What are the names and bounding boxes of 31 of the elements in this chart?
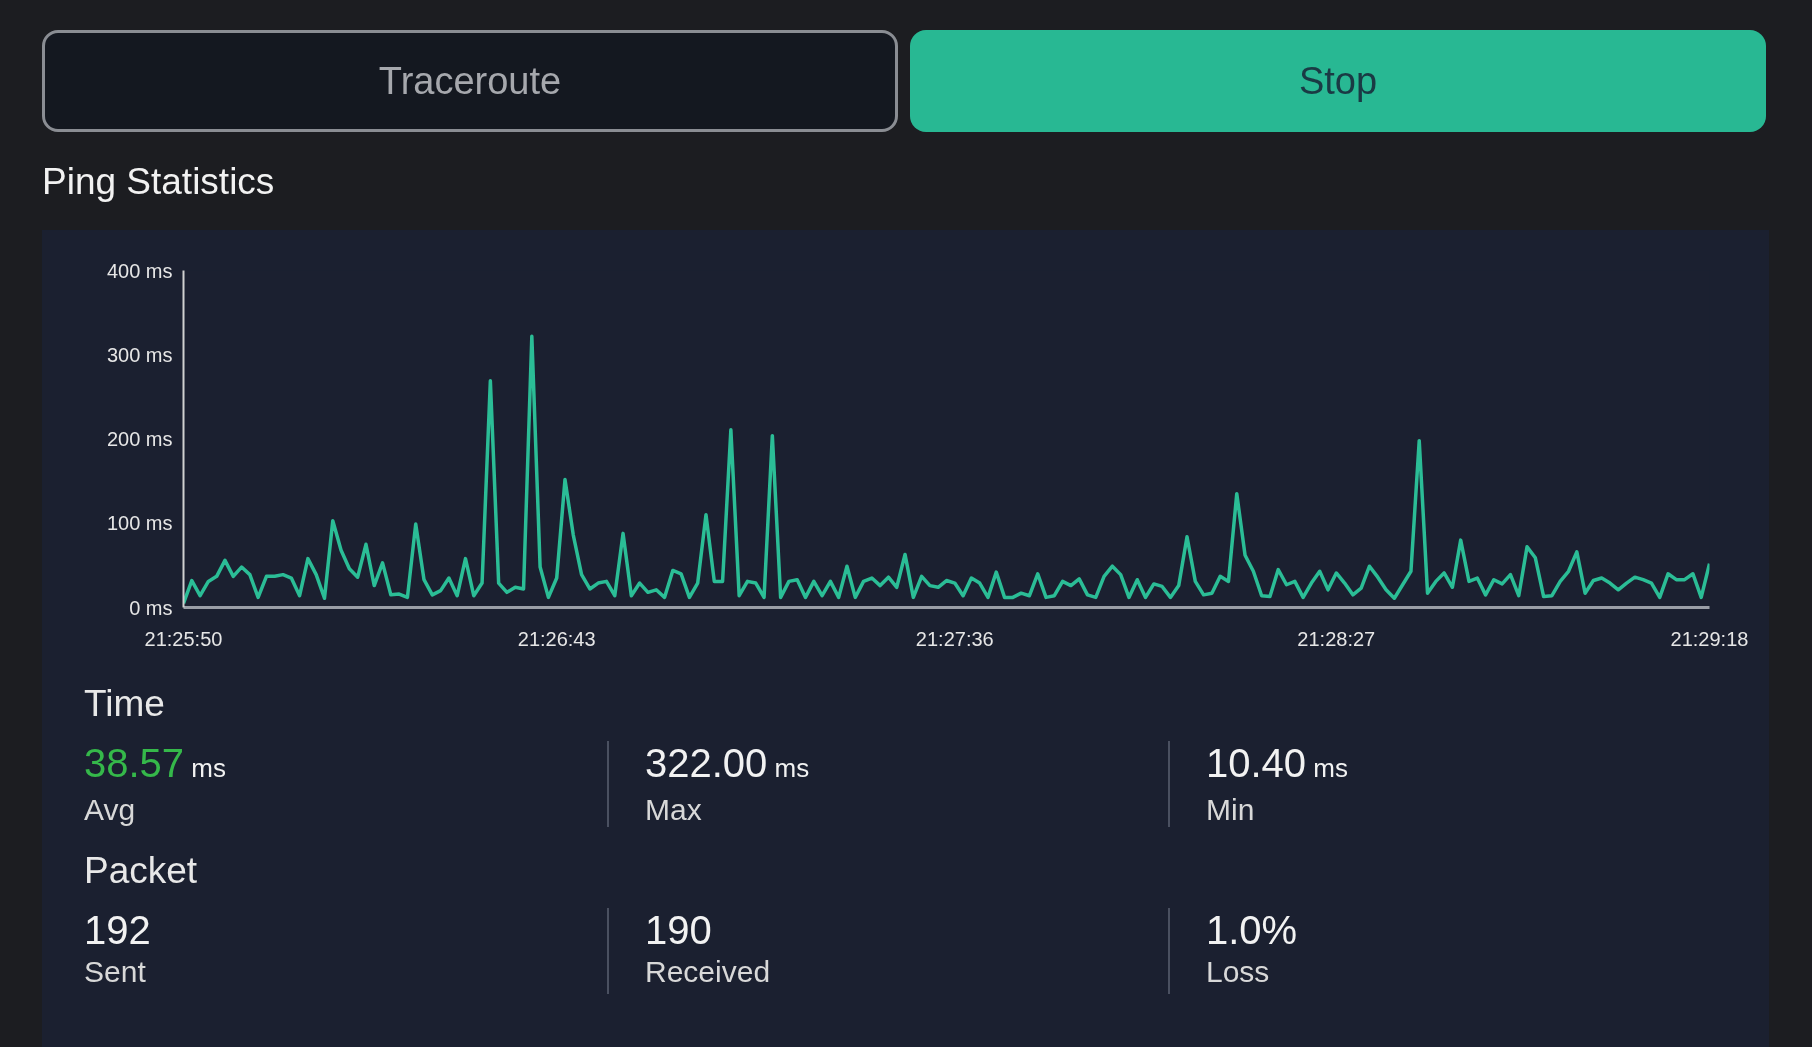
chart-title: Ping Statistics bbox=[42, 160, 275, 204]
text: Received bbox=[645, 953, 772, 990]
text: 192 bbox=[84, 907, 152, 952]
y-tick-label: 400 ms bbox=[106, 259, 173, 282]
text: 322.00 bbox=[645, 740, 768, 785]
text: Traceroute bbox=[42, 30, 898, 132]
text: Max bbox=[645, 791, 703, 828]
text: 10.40 bbox=[1206, 740, 1307, 785]
text: Loss bbox=[1206, 953, 1271, 990]
text: Min bbox=[1206, 791, 1256, 828]
x-tick-label: 21:28:27 bbox=[1297, 627, 1376, 650]
text: Avg bbox=[84, 791, 137, 828]
text: 190 bbox=[645, 907, 713, 952]
text: Stop bbox=[910, 30, 1766, 132]
text: 1.0% bbox=[1206, 907, 1299, 952]
text: Packet bbox=[84, 848, 199, 893]
text: 38.57 bbox=[84, 740, 185, 785]
text: ms bbox=[773, 752, 810, 783]
y-tick-label: 200 ms bbox=[106, 428, 173, 450]
y-tick-label: 300 ms bbox=[106, 343, 173, 366]
x-tick-label: 21:25:50 bbox=[144, 627, 223, 650]
x-tick-label: 21:29:18 bbox=[1670, 627, 1749, 650]
text: ms bbox=[1312, 752, 1348, 783]
text: ms bbox=[190, 752, 226, 783]
text: Sent bbox=[84, 953, 147, 990]
x-tick-label: 21:27:36 bbox=[915, 627, 994, 650]
y-tick-label: 100 ms bbox=[106, 512, 173, 535]
y-tick-label: 0 ms bbox=[129, 596, 173, 619]
text: Time bbox=[84, 682, 166, 726]
x-tick-label: 21:26:43 bbox=[517, 627, 596, 650]
line-series bbox=[183, 334, 1710, 606]
